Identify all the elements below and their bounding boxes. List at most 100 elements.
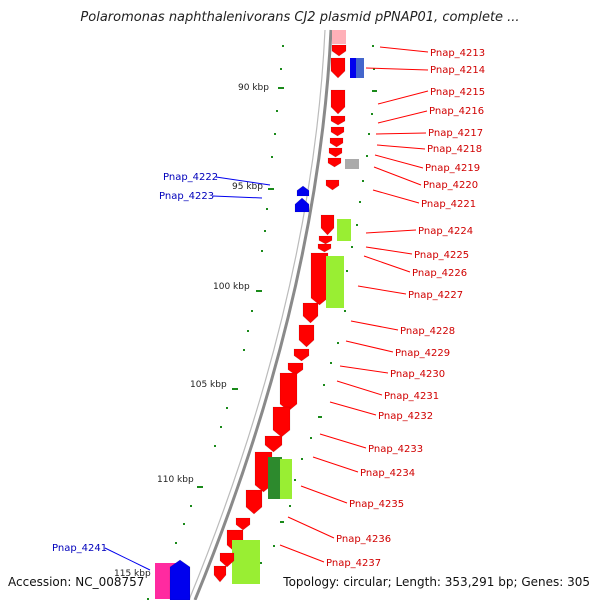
- gene-arrow[interactable]: [280, 459, 292, 499]
- gene-arrow[interactable]: [272, 406, 291, 438]
- gene-label-pnap-4224[interactable]: Pnap_4224: [418, 226, 473, 237]
- leader-line: [365, 229, 417, 234]
- gene-arrow[interactable]: [320, 214, 335, 236]
- scale-tick: [282, 45, 284, 47]
- gene-arrow[interactable]: [279, 372, 298, 412]
- gene-arrow[interactable]: [345, 159, 359, 169]
- leader-line: [363, 255, 411, 273]
- gene-label-pnap-4236[interactable]: Pnap_4236: [336, 534, 391, 545]
- gene-arrow[interactable]: [232, 540, 260, 584]
- gene-arrow[interactable]: [213, 565, 227, 583]
- backbone-inner-line: [188, 29, 326, 600]
- scale-tick: [278, 87, 284, 89]
- scale-tick: [197, 486, 203, 488]
- backbone-outer-line: [193, 29, 333, 600]
- gene-arrow[interactable]: [337, 219, 351, 241]
- scale-tick: [280, 521, 284, 523]
- gene-label-pnap-4228[interactable]: Pnap_4228: [400, 326, 455, 337]
- gene-label-pnap-4213[interactable]: Pnap_4213: [430, 48, 485, 59]
- gene-label-pnap-4233[interactable]: Pnap_4233: [368, 444, 423, 455]
- gene-arrow[interactable]: [328, 147, 343, 158]
- gene-arrow[interactable]: [350, 58, 356, 78]
- scale-tick: [372, 45, 374, 47]
- gene-arrow[interactable]: [245, 489, 263, 515]
- gene-arrow[interactable]: [330, 57, 346, 79]
- gene-arrow[interactable]: [293, 348, 310, 362]
- gene-label-pnap-4226[interactable]: Pnap_4226: [412, 268, 467, 279]
- leader-line: [377, 90, 429, 105]
- gene-label-pnap-4217[interactable]: Pnap_4217: [428, 128, 483, 139]
- leader-line: [329, 401, 377, 416]
- scale-tick: [214, 445, 216, 447]
- gene-arrow[interactable]: [327, 157, 342, 168]
- scale-tick: [301, 458, 303, 460]
- gene-label-pnap-4231[interactable]: Pnap_4231: [384, 391, 439, 402]
- leader-line: [104, 547, 151, 571]
- gene-arrow[interactable]: [169, 559, 191, 600]
- leader-line: [379, 46, 429, 53]
- scale-tick: [366, 155, 368, 157]
- gene-arrow[interactable]: [287, 362, 304, 376]
- gene-label-pnap-4218[interactable]: Pnap_4218: [427, 144, 482, 155]
- leader-line: [377, 110, 428, 124]
- gene-label-pnap-4234[interactable]: Pnap_4234: [360, 468, 415, 479]
- gene-arrow[interactable]: [331, 44, 347, 57]
- gene-arrow[interactable]: [302, 302, 319, 324]
- kbp-label-90: 90 kbp: [238, 83, 269, 93]
- gene-arrow[interactable]: [332, 30, 346, 44]
- kbp-label-115: 115 kbp: [114, 569, 151, 579]
- gene-label-pnap-4221[interactable]: Pnap_4221: [421, 199, 476, 210]
- leader-line: [319, 433, 367, 449]
- gene-arrow[interactable]: [298, 324, 315, 348]
- gene-label-pnap-4225[interactable]: Pnap_4225: [414, 250, 469, 261]
- gene-arrow[interactable]: [268, 457, 282, 499]
- leader-line: [312, 456, 359, 473]
- gene-label-pnap-4219[interactable]: Pnap_4219: [425, 163, 480, 174]
- gene-arrow[interactable]: [294, 197, 310, 213]
- scale-tick: [289, 505, 291, 507]
- gene-arrow[interactable]: [330, 115, 346, 126]
- scale-tick: [373, 68, 375, 70]
- gene-arrow[interactable]: [326, 256, 344, 308]
- gene-arrow[interactable]: [264, 435, 283, 453]
- gene-label-pnap-4229[interactable]: Pnap_4229: [395, 348, 450, 359]
- gene-arrow[interactable]: [310, 252, 329, 306]
- gene-arrow[interactable]: [318, 235, 333, 245]
- gene-arrow[interactable]: [254, 451, 273, 493]
- gene-arrow[interactable]: [356, 58, 364, 78]
- map-title: Polaromonas naphthalenivorans CJ2 plasmi…: [80, 10, 520, 25]
- scale-tick: [359, 201, 361, 203]
- scale-tick: [372, 90, 377, 92]
- leader-line: [357, 285, 407, 295]
- leader-line: [212, 195, 263, 199]
- gene-label-pnap-4232[interactable]: Pnap_4232: [378, 411, 433, 422]
- leader-line: [287, 516, 335, 539]
- scale-tick: [251, 310, 253, 312]
- gene-label-pnap-4237[interactable]: Pnap_4237: [326, 558, 381, 569]
- scale-tick: [368, 133, 370, 135]
- gene-label-pnap-4222[interactable]: Pnap_4222: [163, 172, 218, 183]
- scale-tick: [260, 562, 262, 564]
- leader-line: [215, 176, 271, 186]
- gene-track: [155, 30, 364, 600]
- gene-label-pnap-4227[interactable]: Pnap_4227: [408, 290, 463, 301]
- scale-tick: [318, 416, 322, 418]
- gene-label-pnap-4235[interactable]: Pnap_4235: [349, 499, 404, 510]
- scale-labels: 90 kbp 95 kbp 100 kbp 105 kbp 110 kbp 11…: [114, 83, 269, 579]
- gene-arrow[interactable]: [329, 137, 344, 148]
- gene-arrow[interactable]: [235, 517, 251, 531]
- gene-arrow[interactable]: [296, 185, 310, 197]
- gene-label-pnap-4216[interactable]: Pnap_4216: [429, 106, 484, 117]
- leader-line: [279, 544, 325, 563]
- gene-label-pnap-4230[interactable]: Pnap_4230: [390, 369, 445, 380]
- gene-label-pnap-4215[interactable]: Pnap_4215: [430, 87, 485, 98]
- gene-arrow[interactable]: [219, 552, 235, 568]
- gene-label-pnap-4214[interactable]: Pnap_4214: [430, 65, 485, 76]
- gene-arrow[interactable]: [330, 89, 346, 115]
- gene-label-pnap-4241[interactable]: Pnap_4241: [52, 543, 107, 554]
- gene-arrow[interactable]: [325, 179, 340, 191]
- gene-arrow[interactable]: [317, 243, 332, 253]
- gene-label-pnap-4223[interactable]: Pnap_4223: [159, 191, 214, 202]
- gene-label-pnap-4220[interactable]: Pnap_4220: [423, 180, 478, 191]
- gene-arrow[interactable]: [330, 126, 345, 137]
